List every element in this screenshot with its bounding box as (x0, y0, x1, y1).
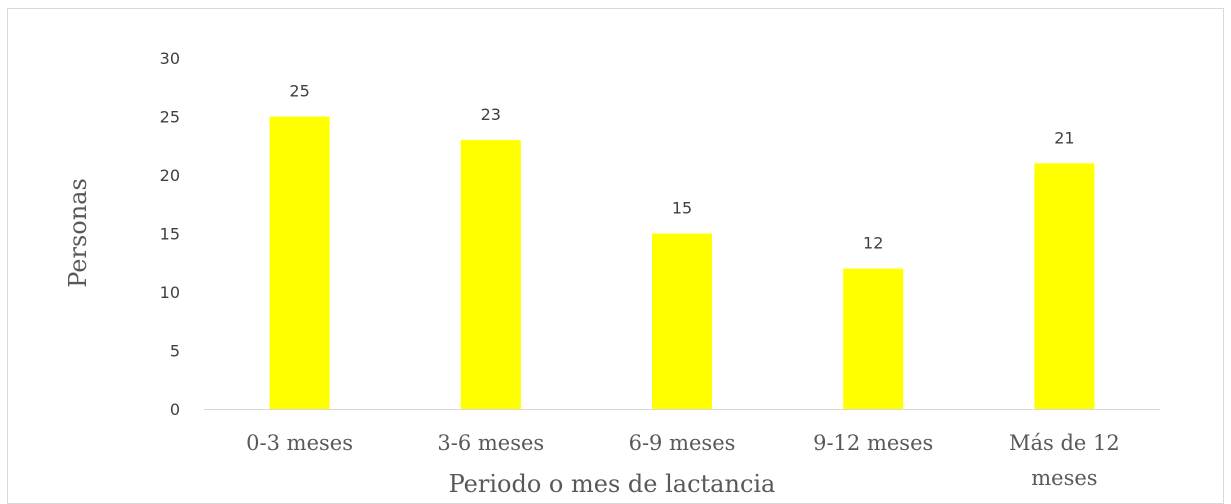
x-category-label: 3-6 meses (437, 431, 544, 455)
bar (460, 139, 521, 409)
x-category-label: Más de 12 (1009, 431, 1120, 455)
x-axis-categories: 0-3 meses 3-6 meses 6-9 meses 9-12 meses Más… (246, 431, 1120, 490)
y-tick-label: 10 (160, 283, 180, 302)
y-tick-label: 30 (160, 49, 180, 68)
x-category-label: 9-12 meses (813, 431, 933, 455)
y-tick-label: 15 (160, 225, 180, 244)
bars (269, 116, 1095, 409)
y-tick-label: 5 (170, 342, 180, 361)
x-category-label: meses (1031, 466, 1097, 490)
y-tick-label: 0 (170, 400, 180, 419)
x-axis-title: Periodo o mes de lactancia (449, 470, 776, 498)
data-label: 25 (289, 82, 309, 101)
y-axis-title: Personas (64, 178, 92, 288)
data-label: 15 (672, 199, 692, 218)
data-label: 23 (481, 105, 501, 124)
y-tick-label: 25 (160, 108, 180, 127)
bar (1034, 163, 1095, 409)
x-category-label: 6-9 meses (629, 431, 736, 455)
data-labels: 25 23 15 12 21 (289, 82, 1074, 253)
bar (269, 116, 330, 409)
bar (843, 268, 904, 409)
data-label: 21 (1054, 128, 1074, 147)
y-axis-ticks: 0 5 10 15 20 25 30 (160, 49, 180, 419)
y-tick-label: 20 (160, 166, 180, 185)
x-category-label: 0-3 meses (246, 431, 353, 455)
bar (652, 233, 712, 409)
data-label: 12 (863, 234, 883, 253)
